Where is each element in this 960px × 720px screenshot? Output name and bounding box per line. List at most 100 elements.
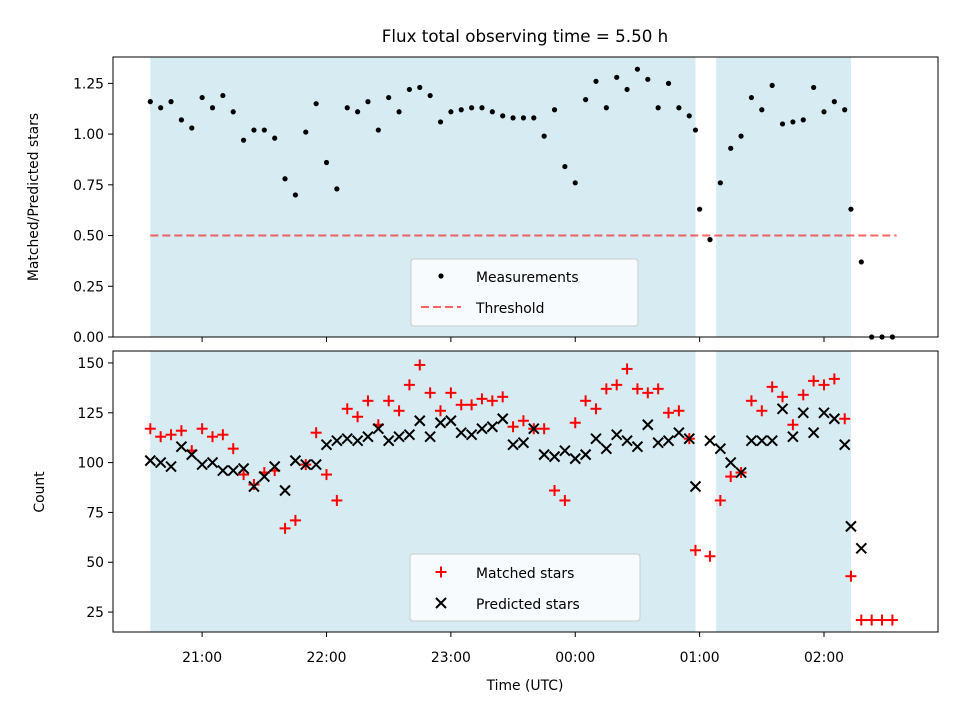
predicted-stars-point: [745, 434, 758, 447]
top-y-axis: 0.00 0.25 0.50 0.75 1.00 1.25: [73, 76, 113, 346]
predicted-stars-point: [382, 434, 395, 447]
measurement-point: [158, 105, 164, 111]
bottom-xlabel: Time (UTC): [486, 678, 564, 694]
matched-stars-point: [590, 403, 602, 415]
matched-stars-point: [673, 405, 685, 417]
legend-threshold-label: Threshold: [475, 301, 544, 317]
matched-stars-point: [217, 429, 229, 441]
measurement-point: [692, 127, 699, 133]
measurement-point: [790, 119, 796, 125]
predicted-stars-point: [165, 460, 177, 473]
predicted-stars-point: [154, 456, 167, 469]
measurement-point: [396, 109, 402, 115]
predicted-stars-point: [414, 415, 426, 427]
matched-marker-glyph: [435, 566, 447, 578]
measurement-point: [821, 109, 827, 115]
legend-predicted-marker: [435, 597, 447, 609]
measurement-point: [220, 92, 226, 99]
measurement-point: [282, 176, 288, 182]
predicted-stars-point: [186, 448, 198, 461]
predicted-stars-point: [289, 454, 302, 467]
measurement-point: [386, 94, 392, 101]
matched-stars-point: [445, 387, 457, 399]
top-y-tick-label: 0.25: [73, 279, 104, 295]
measurement-point: [147, 99, 153, 105]
measurement-point: [323, 159, 330, 166]
predicted-stars-point: [227, 464, 239, 477]
predicted-stars-point: [756, 434, 768, 447]
top-y-tick-label: 0.50: [73, 229, 104, 245]
bottom-y-tick-label: 25: [86, 605, 104, 621]
bottom-x-tick-label: 22:00: [306, 650, 346, 666]
measurement-point: [531, 115, 537, 121]
matched-stars-point: [435, 405, 447, 417]
measurement-point: [748, 94, 755, 101]
predicted-stars-point: [610, 428, 623, 441]
top-measurements: [147, 66, 895, 340]
predicted-stars-point: [486, 421, 499, 433]
matched-stars-point: [279, 522, 291, 534]
measurement-point: [189, 125, 195, 131]
predicted-stars-point: [642, 419, 654, 431]
predicted-stars-point: [652, 436, 664, 449]
predicted-stars-point: [434, 417, 447, 429]
measurement-point: [634, 66, 641, 72]
measurement-point: [365, 99, 371, 105]
measurement-point: [572, 180, 578, 186]
matched-stars-point: [144, 423, 156, 435]
matched-stars-point: [341, 403, 353, 415]
matched-stars-point: [486, 395, 498, 407]
predicted-stars-point: [725, 456, 737, 469]
matched-stars-point: [876, 614, 888, 626]
predicted-stars-point: [424, 430, 436, 443]
matched-stars-point: [289, 514, 301, 526]
legend-measurements-label: Measurements: [476, 270, 579, 286]
measurement-point: [562, 163, 568, 170]
matched-stars-point: [403, 379, 415, 391]
matched-stars-point: [631, 383, 643, 395]
matched-stars-point: [196, 423, 208, 435]
matched-stars-point: [845, 570, 857, 582]
measurement-point: [437, 119, 444, 125]
predicted-stars-point: [735, 466, 747, 479]
matched-stars-point: [689, 544, 701, 556]
matched-stars-point: [476, 393, 488, 405]
predicted-stars-point: [621, 434, 633, 447]
measurement-point: [458, 107, 464, 113]
matched-stars-point: [866, 614, 878, 626]
matched-stars-point: [652, 383, 664, 395]
matched-stars-point: [517, 415, 529, 427]
predicted-stars-point: [579, 448, 592, 461]
measurement-point: [759, 107, 765, 113]
measurement-point: [769, 82, 775, 89]
predicted-stars-point: [548, 450, 561, 463]
predicted-stars-point: [268, 460, 281, 473]
matched-stars-point: [248, 479, 260, 491]
predicted-stars-point: [704, 434, 716, 447]
matched-stars-point: [855, 614, 867, 626]
measurement-point: [665, 80, 672, 86]
matched-stars-point: [165, 429, 177, 441]
matched-stars-point: [466, 399, 478, 411]
measurement-point: [645, 76, 651, 82]
predicted-stars-point: [807, 427, 820, 439]
matched-stars-point: [600, 383, 612, 395]
measurement-point: [230, 109, 236, 115]
top-x-ticks: [201, 337, 825, 342]
predicted-stars-point: [673, 427, 685, 439]
predicted-stars-point: [528, 423, 540, 435]
measurement-point: [707, 237, 713, 243]
predicted-stars-point: [845, 520, 857, 533]
predicted-stars-point: [538, 448, 550, 461]
matched-stars-point: [538, 423, 550, 435]
measurement-point: [406, 86, 413, 93]
matched-stars-point: [569, 417, 581, 429]
predicted-stars-point: [445, 415, 457, 427]
measurement-point: [469, 105, 475, 111]
top-panel: 0.00 0.25 0.50 0.75 1.00 1.25 Matched/Predict…: [26, 56, 939, 346]
top-y-tick-label: 0.00: [73, 330, 104, 346]
top-legend-box: [410, 258, 639, 327]
measurement-point: [448, 109, 454, 115]
measurement-point: [779, 121, 786, 127]
predicted-stars-point: [569, 452, 581, 465]
